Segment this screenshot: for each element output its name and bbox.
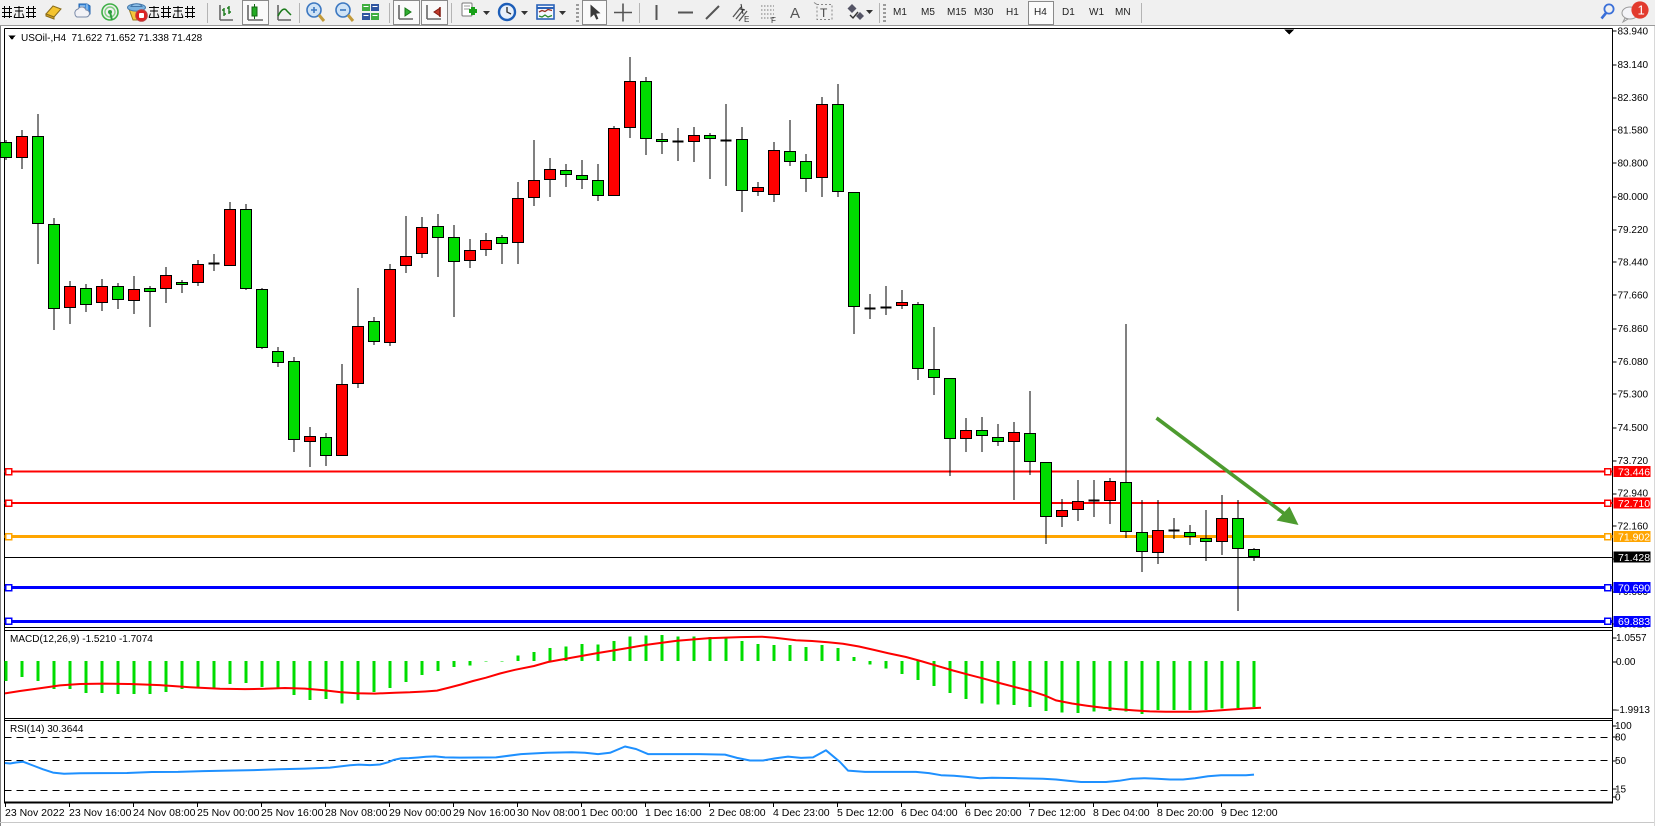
svg-text:9 Dec 12:00: 9 Dec 12:00 [1221, 807, 1278, 819]
svg-text:76.860: 76.860 [1618, 324, 1649, 335]
svg-text:4 Dec 23:00: 4 Dec 23:00 [773, 807, 830, 819]
svg-text:1 Dec 00:00: 1 Dec 00:00 [581, 807, 638, 819]
svg-text:83.140: 83.140 [1618, 60, 1649, 71]
svg-text:73.446: 73.446 [1618, 467, 1650, 479]
svg-text:-1.9913: -1.9913 [1616, 705, 1650, 716]
svg-text:2 Dec 08:00: 2 Dec 08:00 [709, 807, 766, 819]
svg-text:0.00: 0.00 [1616, 657, 1636, 668]
svg-text:71.428: 71.428 [1618, 552, 1650, 564]
svg-text:F: F [771, 16, 776, 25]
svg-text:1: 1 [1638, 3, 1645, 18]
svg-text:69.883: 69.883 [1618, 616, 1650, 628]
svg-text:MACD(12,26,9) -1.5210 -1.7074: MACD(12,26,9) -1.5210 -1.7074 [10, 634, 153, 645]
svg-text:28 Nov 08:00: 28 Nov 08:00 [325, 807, 388, 819]
svg-text:8 Dec 20:00: 8 Dec 20:00 [1157, 807, 1214, 819]
svg-text:80.800: 80.800 [1618, 159, 1649, 170]
svg-text:71.902: 71.902 [1618, 532, 1650, 544]
svg-text:5 Dec 12:00: 5 Dec 12:00 [837, 807, 894, 819]
svg-text:RSI(14) 30.3644: RSI(14) 30.3644 [10, 724, 84, 735]
svg-text:72.160: 72.160 [1618, 521, 1649, 532]
svg-text:29 Nov 16:00: 29 Nov 16:00 [453, 807, 516, 819]
svg-text:77.660: 77.660 [1618, 290, 1649, 301]
svg-text:50: 50 [1615, 756, 1627, 767]
svg-text:79.220: 79.220 [1618, 225, 1649, 236]
svg-text:USOil-,H4 71.622 71.652 71.33: USOil-,H4 71.622 71.652 71.338 71.428 [21, 33, 203, 44]
svg-text:78.440: 78.440 [1618, 258, 1649, 269]
svg-text:29 Nov 00:00: 29 Nov 00:00 [389, 807, 452, 819]
svg-text:72.710: 72.710 [1618, 498, 1650, 510]
svg-text:6 Dec 20:00: 6 Dec 20:00 [965, 807, 1022, 819]
svg-text:82.360: 82.360 [1618, 93, 1649, 104]
svg-text:E: E [744, 15, 749, 24]
svg-text:23 Nov 2022: 23 Nov 2022 [5, 807, 65, 819]
svg-text:A: A [790, 5, 800, 22]
svg-text:15: 15 [1615, 784, 1627, 795]
svg-text:83.940: 83.940 [1618, 27, 1649, 38]
svg-text:80.000: 80.000 [1618, 192, 1649, 203]
svg-text:7 Dec 12:00: 7 Dec 12:00 [1029, 807, 1086, 819]
svg-text:25 Nov 00:00: 25 Nov 00:00 [197, 807, 260, 819]
svg-text:1.0557: 1.0557 [1616, 633, 1647, 644]
svg-text:73.720: 73.720 [1618, 456, 1649, 467]
svg-text:T: T [820, 6, 828, 20]
svg-text:100: 100 [1615, 721, 1632, 732]
svg-text:8 Dec 04:00: 8 Dec 04:00 [1093, 807, 1150, 819]
svg-text:1 Dec 16:00: 1 Dec 16:00 [645, 807, 702, 819]
svg-text:70.690: 70.690 [1618, 582, 1650, 594]
svg-text:76.080: 76.080 [1618, 357, 1649, 368]
svg-text:30 Nov 08:00: 30 Nov 08:00 [517, 807, 580, 819]
svg-text:24 Nov 08:00: 24 Nov 08:00 [133, 807, 196, 819]
svg-text:6 Dec 04:00: 6 Dec 04:00 [901, 807, 958, 819]
svg-text:81.580: 81.580 [1618, 126, 1649, 137]
svg-text:75.300: 75.300 [1618, 390, 1649, 401]
svg-text:25 Nov 16:00: 25 Nov 16:00 [261, 807, 324, 819]
svg-text:72.940: 72.940 [1618, 489, 1649, 500]
svg-text:23 Nov 16:00: 23 Nov 16:00 [69, 807, 132, 819]
svg-text:74.500: 74.500 [1618, 423, 1649, 434]
svg-text:80: 80 [1615, 733, 1627, 744]
svg-text:0: 0 [1615, 793, 1621, 804]
